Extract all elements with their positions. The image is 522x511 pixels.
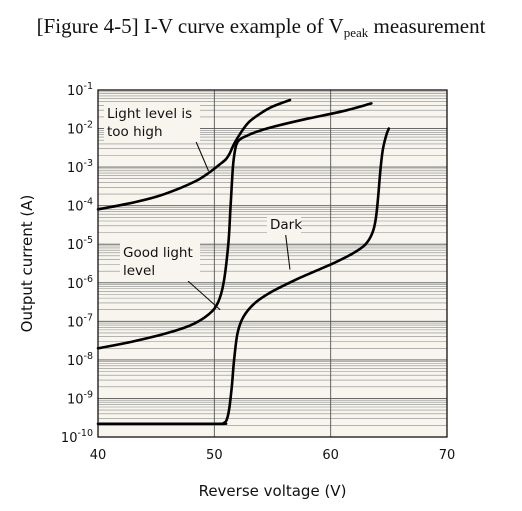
y-tick-label: 10-7 [67,312,93,330]
x-tick-label: 70 [439,448,456,463]
y-tick-label: 10-6 [67,274,93,292]
figure-title-subscript: peak [343,25,369,40]
annotation-text: Good light [123,245,193,261]
annotation-label-background [120,243,200,281]
y-tick-label: 10-10 [61,428,93,446]
curve-3 [96,127,391,426]
annotation-text: Dark [270,217,302,233]
curve-2 [96,102,373,350]
x-tick-label: 40 [90,448,107,463]
y-tick-label: 10-5 [67,235,93,253]
annotation-leader-line [285,234,291,270]
annotation-text: level [123,263,155,279]
annotation-3: Dark [267,215,302,270]
annotation-label-background [267,215,301,235]
plot-frame [97,89,448,438]
y-tick-label: 10-9 [67,389,93,407]
annotation-1: Light level is too high [104,104,210,172]
x-axis-label: Reverse voltage (V) [199,482,347,500]
annotation-label-background [104,104,200,142]
curve-1 [96,98,292,211]
annotation-text: Light level is [107,106,192,122]
y-tick-label: 10-8 [67,351,93,369]
y-tick-label: 10-4 [67,197,93,215]
figure-title-prefix: [Figure 4-5] I-V curve example of V [36,14,344,38]
curves [96,98,391,426]
y-axis-label: Output current (A) [18,195,36,333]
x-tick-label: 60 [322,448,339,463]
annotation-leader-line [187,280,221,311]
annotations: Light level is too high Good light level Dar… [104,104,302,311]
y-tick-labels: 10-1 10-2 10-3 10-4 10-5 10-6 10-7 10-8 10-9 10-1… [61,81,93,446]
figure-title: [Figure 4-5] I-V curve example of Vpeak … [0,14,522,39]
y-tick-label: 10-1 [67,81,93,99]
figure-title-suffix: measurement [368,14,486,38]
annotation-leader-line [195,141,210,172]
x-tick-label: 50 [206,448,223,463]
y-tick-label: 10-2 [67,120,93,138]
y-tick-label: 10-3 [67,158,93,176]
annotation-text: too high [107,124,163,140]
x-tick-labels: 40 50 60 70 [90,448,456,463]
annotation-2: Good light level [120,243,221,311]
